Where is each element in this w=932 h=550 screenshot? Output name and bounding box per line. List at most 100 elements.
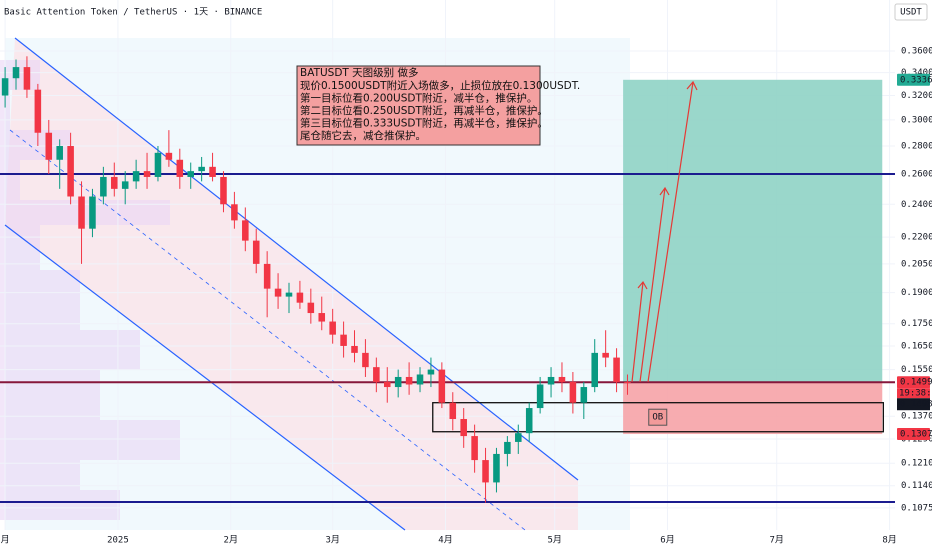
candle-body — [285, 292, 293, 297]
candle-body — [351, 345, 358, 353]
candle-body — [482, 460, 489, 483]
candle-body — [558, 376, 566, 382]
candle-body — [416, 374, 424, 385]
candle-body — [602, 352, 609, 358]
x-tick-label: 7月 — [769, 535, 783, 546]
y-tick-label: 0.1900 — [901, 288, 932, 298]
candle-body — [493, 453, 500, 483]
x-tick-label: 6月 — [660, 535, 674, 546]
x-tick-label: 4月 — [438, 535, 452, 546]
x-tick-label: 2025 — [107, 536, 129, 546]
candle-body — [45, 132, 53, 160]
x-tick-label: 3月 — [325, 535, 339, 546]
y-tick-label: 0.1370 — [901, 412, 932, 422]
candle-body — [165, 152, 173, 160]
y-tick-label: 0.1140 — [901, 481, 932, 491]
target-arrows — [631, 80, 698, 383]
price-tag — [897, 376, 930, 389]
y-tick-label: 0.3200 — [901, 91, 932, 101]
annotation-line: 尾仓随它去，减仓推保护。 — [300, 129, 426, 142]
candle-body — [111, 176, 118, 189]
price-axis — [895, 0, 932, 550]
zone — [432, 402, 885, 433]
candle-body — [23, 67, 31, 90]
candle-body — [187, 171, 194, 177]
channel-fill — [5, 38, 578, 530]
currency: USDT — [900, 8, 922, 18]
candle-body — [56, 146, 63, 160]
y-tick-label: 0.1550 — [901, 365, 932, 375]
candle-body — [373, 367, 380, 382]
candle-body — [296, 292, 304, 303]
y-tick-label: 0.1210 — [901, 459, 932, 469]
candle-body — [362, 352, 369, 368]
candle-body — [12, 67, 20, 79]
y-tick-label: 0.3000 — [901, 115, 932, 125]
y-tick-label: 0.2800 — [901, 142, 932, 152]
annotation-line: 第二目标位看0.250USDT附近，再减半仓，推保护。 — [300, 104, 548, 117]
candle-body — [231, 204, 238, 221]
candle-body — [263, 263, 271, 289]
candle-body — [613, 357, 620, 382]
candle-body — [536, 384, 544, 409]
price-tag — [897, 73, 930, 86]
candle-body — [460, 419, 467, 437]
price-tag — [897, 428, 930, 441]
candle-body — [438, 369, 446, 403]
annotation-box — [296, 65, 541, 146]
candle-body — [547, 376, 555, 385]
candle-body — [307, 302, 315, 314]
candle-body — [383, 381, 391, 388]
channel-lower — [4, 224, 406, 531]
candle-body — [394, 376, 402, 388]
candle-body — [274, 288, 282, 297]
currency-box — [894, 3, 928, 21]
chart-title: Basic Attention Token / TetherUS · 1天 · … — [4, 8, 262, 18]
candle-body — [471, 436, 478, 461]
x-tick-label: 月 — [1, 535, 10, 546]
ob-label: OB — [652, 413, 663, 423]
candle-body — [427, 369, 435, 375]
y-tick-label: 0.2200 — [901, 233, 932, 243]
candle-body — [121, 181, 129, 189]
candle-body — [198, 166, 205, 172]
candle-body — [591, 352, 599, 388]
candle-body — [220, 176, 227, 205]
candle-body — [176, 159, 184, 177]
countdown: 19:38:00 — [899, 389, 932, 399]
candle-body — [252, 240, 260, 264]
candle-body — [449, 402, 457, 420]
candle-body — [525, 408, 533, 434]
candle-body — [89, 196, 96, 229]
candle-body — [329, 321, 336, 335]
annotation-line: BATUSDT 天图级别 做多 — [300, 66, 419, 79]
candle-body — [209, 166, 216, 177]
last-label: 0.1498 — [900, 400, 932, 410]
price-tag-label: 0.3336 — [900, 75, 932, 85]
candle-body — [34, 89, 42, 133]
candle-body — [67, 146, 74, 197]
channel-upper — [14, 37, 579, 481]
candle-body — [242, 220, 249, 241]
candle-body — [318, 313, 326, 322]
y-tick-label: 0.1650 — [901, 341, 932, 351]
countdown-tag — [897, 388, 930, 399]
annotation-line: 现价0.1500USDT附近入场做多，止损位放在0.1300USDT. — [300, 79, 580, 92]
candle-body — [405, 376, 413, 385]
candle-body — [78, 196, 85, 229]
zone — [623, 79, 883, 383]
x-tick-label: 8月 — [882, 535, 896, 546]
y-tick-label: 0.3600 — [901, 47, 932, 57]
y-tick-label: 0.2050 — [901, 259, 932, 269]
volume-profile — [0, 60, 180, 520]
candle-body — [132, 171, 140, 182]
y-tick-label: 0.2600 — [901, 170, 932, 180]
y-tick-label: 0.3400 — [901, 68, 932, 78]
x-tick-label: 5月 — [547, 535, 561, 546]
candle-body — [100, 176, 107, 197]
candle-body — [154, 152, 162, 177]
candle-body — [580, 387, 588, 403]
zone — [623, 382, 883, 435]
ob-tag — [648, 408, 668, 426]
